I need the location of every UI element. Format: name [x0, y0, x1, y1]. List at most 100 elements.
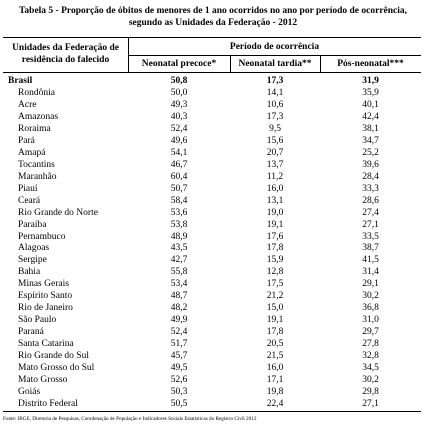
row-label: Minas Gerais [18, 279, 69, 290]
cell-value: 41,5 [362, 255, 379, 266]
row-label: Ceará [18, 195, 41, 206]
cell-value: 42,4 [362, 111, 379, 122]
cell-value: 19,8 [266, 387, 284, 397]
row-label: Bahia [18, 267, 41, 278]
row-label: Tocantins [18, 159, 55, 170]
row-label: Amapá [18, 147, 46, 158]
row-label: Roraima [18, 123, 51, 134]
cell-value: 9,5 [269, 123, 281, 134]
cell-value: 50,7 [170, 183, 188, 194]
cell-value: 54,1 [170, 147, 188, 158]
cell-value: 50,3 [170, 387, 188, 397]
cell-value: 45,7 [170, 351, 188, 362]
cell-value: 14,1 [266, 88, 284, 98]
cell-value: 28,4 [362, 171, 379, 182]
cell-value: 17,8 [266, 243, 284, 254]
row-header: residência do falecido [21, 55, 110, 65]
cell-value: 34,7 [362, 135, 379, 146]
cell-value: 15,0 [266, 303, 284, 314]
cell-value: 50,0 [170, 88, 188, 98]
cell-value: 29,1 [362, 279, 379, 290]
row-label: Acre [18, 99, 37, 110]
row-label: Paraíba [18, 219, 47, 230]
rule [3, 411, 421, 412]
cell-value: 19,1 [266, 315, 284, 326]
cell-value: 17,3 [266, 111, 284, 122]
row-label: Alagoas [18, 243, 50, 254]
group-header: Período de ocorrência [229, 42, 320, 52]
cell-value: 13,7 [266, 159, 284, 170]
row-label: Pará [18, 135, 35, 146]
cell-value: 58,4 [170, 195, 188, 206]
row-label: Espírito Santo [18, 291, 73, 302]
cell-value: 49,9 [170, 315, 188, 326]
row-label: Rio de Janeiro [18, 303, 73, 314]
row-label: Rondônia [18, 88, 55, 98]
row-label: Pernambuco [18, 231, 66, 242]
cell-value: 27,1 [362, 398, 379, 409]
cell-value: 52,4 [170, 327, 188, 338]
cell-value: 39,6 [362, 159, 379, 170]
column-header: Pós-neonatal*** [337, 59, 404, 69]
cell-value: 15,6 [266, 135, 284, 146]
column-header: Neonatal precoce* [141, 59, 217, 69]
cell-value: 38,7 [362, 243, 379, 254]
cell-value: 11,2 [266, 171, 284, 182]
cell-value: 32,8 [362, 351, 379, 362]
cell-value: 22,4 [266, 398, 284, 409]
cell-value: 19,0 [266, 207, 284, 218]
cell-value: 31,9 [362, 76, 379, 86]
title-line: Tabela 5 - Proporção de óbitos de menore… [18, 6, 408, 16]
cell-value: 30,2 [362, 291, 379, 302]
rule [320, 55, 321, 72]
cell-value: 17,1 [266, 375, 284, 386]
column-header: Neonatal tardia** [238, 59, 312, 69]
cell-value: 55,8 [170, 267, 188, 278]
title-line: segundo as Unidades da Federação - 2012 [128, 18, 298, 28]
cell-value: 49,6 [170, 135, 188, 146]
cell-value: 10,6 [266, 99, 284, 110]
cell-value: 27,4 [362, 207, 379, 218]
cell-value: 31,0 [362, 315, 379, 326]
row-label: Mato Grosso [18, 375, 68, 386]
rule [128, 37, 129, 72]
rule [128, 55, 421, 56]
cell-value: 16,0 [266, 363, 284, 374]
cell-value: 53,8 [170, 219, 188, 230]
cell-value: 17,5 [266, 279, 284, 290]
cell-value: 29,7 [362, 327, 379, 338]
cell-value: 46,7 [170, 159, 188, 170]
source-note: Fonte: IBGE, Diretoria de Pesquisas, Coo… [3, 416, 257, 422]
cell-value: 17,6 [266, 231, 284, 242]
cell-value: 25,2 [362, 147, 379, 158]
cell-value: 40,1 [362, 99, 379, 110]
row-header: Unidades da Federação de [12, 43, 119, 53]
cell-value: 53,6 [170, 207, 188, 218]
row-label: Paraná [18, 327, 44, 338]
row-label: Piauí [18, 183, 38, 194]
row-label: Santa Catarina [18, 339, 74, 350]
cell-value: 34,5 [362, 363, 379, 374]
cell-value: 17,8 [266, 327, 284, 338]
cell-value: 20,7 [266, 147, 284, 158]
cell-value: 36,8 [362, 303, 379, 314]
cell-value: 40,3 [170, 111, 188, 122]
cell-value: 60,4 [170, 171, 188, 182]
cell-value: 48,2 [170, 303, 188, 314]
cell-value: 38,1 [362, 123, 379, 134]
row-label: Sergipe [18, 255, 47, 266]
cell-value: 20,5 [266, 339, 284, 350]
cell-value: 50,8 [170, 76, 188, 86]
cell-value: 49,5 [170, 363, 188, 374]
cell-value: 43,5 [170, 243, 188, 254]
row-label: São Paulo [18, 315, 57, 326]
row-label: Amazonas [18, 111, 59, 122]
rule [3, 37, 421, 38]
cell-value: 28,6 [362, 195, 379, 206]
row-label: Distrito Federal [18, 398, 78, 409]
cell-value: 17,3 [266, 76, 284, 86]
cell-value: 49,3 [170, 99, 188, 110]
cell-value: 12,8 [266, 267, 284, 278]
cell-value: 29,8 [362, 387, 379, 397]
